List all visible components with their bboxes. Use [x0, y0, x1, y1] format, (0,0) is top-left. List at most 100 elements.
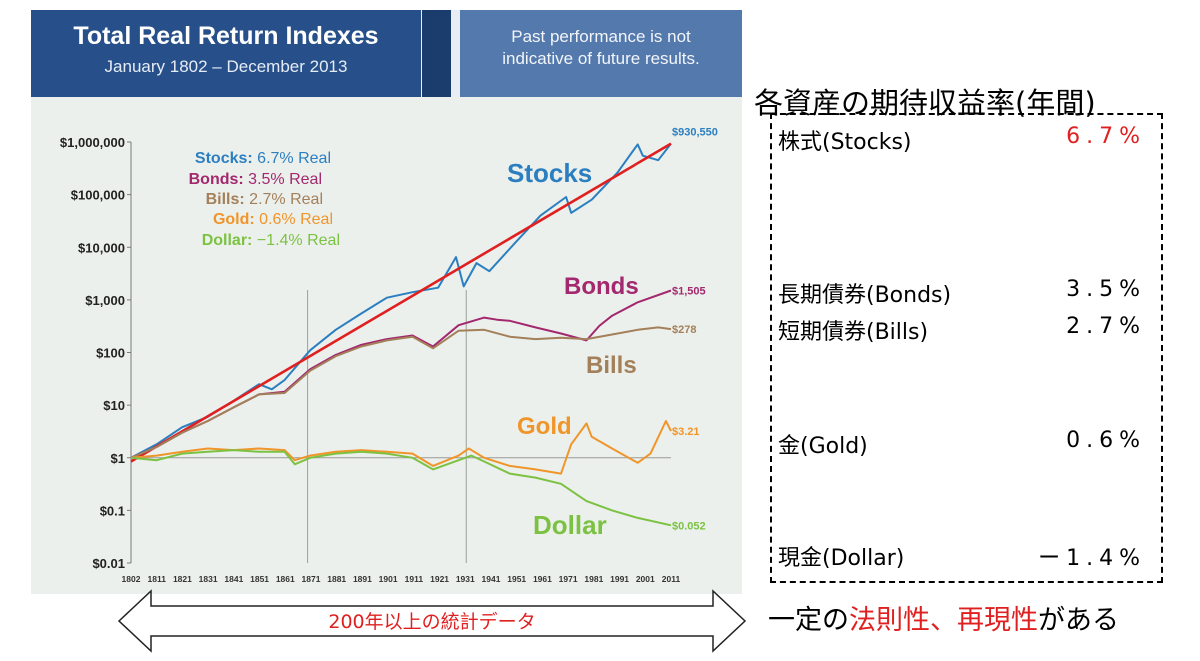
annotation-bills: Bills [586, 352, 637, 379]
end-value-label-stocks: $930,550 [672, 127, 718, 139]
vertical-reference-lines [307, 290, 467, 563]
legend-rate: 3.5% Real [248, 171, 322, 188]
expected-return-table: 株式(Stocks) 6.7% 長期債券(Bonds) 3.5% 短期債券(Bi… [770, 113, 1163, 583]
y-axis: $1,000,000 $100,000 $10,000 $1,000 $100 $10 $1… [60, 135, 671, 571]
legend: Stocks: 6.7% Real Bonds: 3.5% Real Bills: … [189, 150, 340, 249]
x-tick-label: 1861 [276, 574, 295, 584]
return-row-stocks: 株式(Stocks) 6.7% [778, 124, 1156, 155]
return-value: 3.5% [1066, 277, 1146, 302]
x-tick-label: 1961 [533, 574, 552, 584]
y-tick-label: $100 [96, 346, 125, 361]
x-axis: 1802 1811 1821 1831 1841 1851 1861 1871 1881 1891… [122, 574, 681, 584]
return-row-bills: 短期債券(Bills) 2.7% [778, 314, 1156, 345]
legend-series-name: Bills: [206, 191, 250, 208]
period-arrow-label: 200年以上の統計データ [328, 611, 536, 633]
series-lines [130, 142, 672, 527]
x-tick-label: 1991 [610, 574, 629, 584]
end-value-label-bonds: $1,505 [672, 286, 706, 298]
header-divider-light [451, 10, 460, 97]
x-tick-label: 1831 [199, 574, 218, 584]
x-tick-label: 1821 [173, 574, 192, 584]
return-name: 金(Gold) [778, 434, 868, 459]
chart-header: Total Real Return Indexes January 1802 –… [31, 10, 421, 97]
legend-item: Gold: 0.6% Real [213, 211, 333, 228]
y-tick-label: $1,000 [85, 293, 125, 308]
series-line-bills [130, 326, 672, 459]
legend-rate: 0.6% Real [259, 211, 333, 228]
chart-title: Total Real Return Indexes [73, 22, 379, 50]
legend-series-name: Bonds: [189, 171, 249, 188]
conclusion-highlight: 再現性 [957, 605, 1038, 636]
legend-rate: 2.7% Real [249, 191, 323, 208]
x-tick-label: 1881 [327, 574, 346, 584]
y-tick-label: $10,000 [78, 240, 125, 255]
legend-series-name: Dollar: [202, 232, 257, 249]
annotation-dollar: Dollar [533, 510, 607, 540]
return-value: 6.7% [1066, 124, 1146, 149]
period-arrow: 200年以上の統計データ [117, 589, 747, 653]
y-tick-label: $10 [103, 398, 125, 413]
end-value-label-gold: $3.21 [672, 426, 700, 438]
x-tick-label: 1931 [456, 574, 475, 584]
disclaimer-text: Past performance is not indicative of fu… [460, 26, 742, 70]
legend-rate: −1.4% Real [257, 232, 340, 249]
legend-item: Bonds: 3.5% Real [189, 171, 322, 188]
disclaimer-banner: Past performance is not indicative of fu… [460, 10, 742, 97]
annotation-gold: Gold [517, 413, 572, 440]
conclusion-part: がある [1038, 605, 1119, 636]
legend-item: Dollar: −1.4% Real [202, 232, 340, 249]
conclusion-text: 一定の法則性、再現性がある [768, 598, 1119, 637]
chart-subtitle: January 1802 – December 2013 [104, 57, 348, 76]
conclusion-part: 一定の [768, 605, 849, 636]
return-row-dollar: 現金(Dollar) ー1.4% [778, 540, 1156, 571]
x-tick-label: 1871 [302, 574, 321, 584]
x-tick-label: 2001 [636, 574, 655, 584]
return-index-chart: $1,000,000 $100,000 $10,000 $1,000 $100 $10 $1… [60, 127, 718, 584]
legend-rate: 6.7% Real [257, 150, 331, 167]
legend-item: Bills: 2.7% Real [206, 191, 323, 208]
y-tick-label: $1,000,000 [60, 135, 125, 150]
y-tick-label: $0.01 [92, 556, 125, 571]
return-name: 短期債券(Bills) [778, 320, 929, 345]
legend-item: Stocks: 6.7% Real [195, 150, 331, 167]
x-tick-label: 1941 [482, 574, 501, 584]
legend-series-name: Gold: [213, 211, 259, 228]
annotation-bonds: Bonds [564, 273, 639, 300]
end-value-label-dollar: $0.052 [672, 520, 706, 532]
end-value-label-bills: $278 [672, 324, 696, 336]
return-value: ー1.4% [1038, 546, 1146, 571]
annotation-stocks: Stocks [507, 158, 592, 188]
y-tick-label: $100,000 [71, 188, 125, 203]
return-name: 長期債券(Bonds) [778, 283, 952, 308]
series-line-gold [130, 420, 672, 475]
x-tick-label: 1802 [122, 574, 141, 584]
y-tick-label: $1 [111, 451, 125, 466]
x-tick-label: 1891 [353, 574, 372, 584]
return-row-gold: 金(Gold) 0.6% [778, 428, 1156, 459]
x-tick-label: 2011 [662, 574, 681, 584]
chart-panel: Total Real Return Indexes January 1802 –… [31, 10, 742, 594]
series-line-dollar [130, 449, 672, 527]
double-arrow-icon [117, 589, 747, 653]
x-tick-label: 1911 [405, 574, 424, 584]
x-tick-label: 1981 [584, 574, 603, 584]
return-row-bonds: 長期債券(Bonds) 3.5% [778, 277, 1156, 308]
x-tick-label: 1851 [250, 574, 269, 584]
x-tick-label: 1841 [224, 574, 243, 584]
x-tick-label: 1921 [430, 574, 449, 584]
x-tick-label: 1811 [147, 574, 166, 584]
conclusion-part: 、 [930, 605, 957, 636]
disclaimer-line-1: Past performance is not [511, 27, 691, 46]
y-tick-label: $0.1 [100, 503, 125, 518]
conclusion-highlight: 法則性 [849, 605, 930, 636]
return-name: 現金(Dollar) [778, 546, 905, 571]
header-divider-dark [422, 10, 451, 97]
end-value-labels: $930,550 $1,505 $278 $3.21 $0.052 [672, 127, 718, 533]
return-value: 2.7% [1066, 314, 1146, 339]
disclaimer-line-2: indicative of future results. [502, 49, 700, 68]
return-value: 0.6% [1066, 428, 1146, 453]
legend-series-name: Stocks: [195, 150, 257, 167]
return-name: 株式(Stocks) [778, 130, 912, 155]
series-annotations: Stocks Bonds Bills Gold Dollar [507, 158, 639, 540]
series-line-trend [130, 142, 672, 463]
